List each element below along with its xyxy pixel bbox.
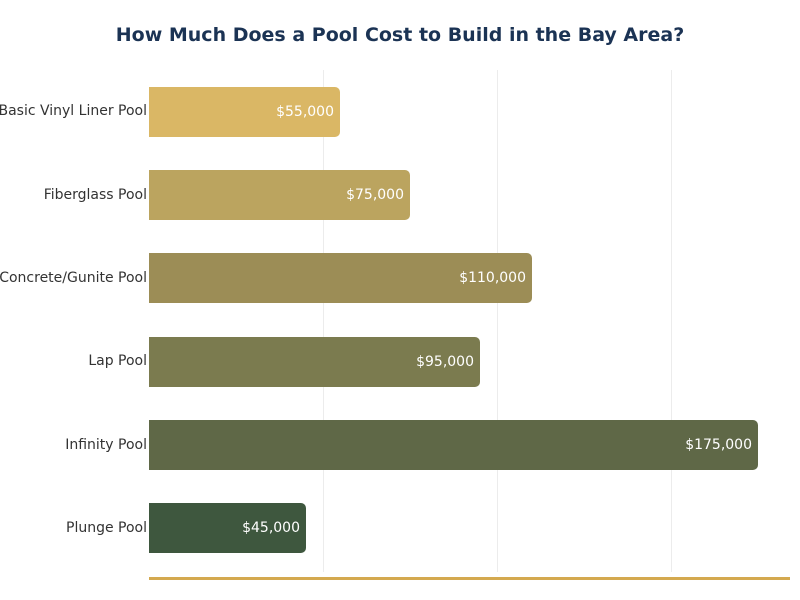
plot-area bbox=[149, 70, 790, 575]
bar-value-label: $95,000 bbox=[416, 354, 474, 370]
chart-title: How Much Does a Pool Cost to Build in th… bbox=[115, 24, 685, 46]
bar-value-label: $45,000 bbox=[242, 520, 300, 536]
category-label: Basic Vinyl Liner Pool bbox=[0, 103, 147, 119]
gridline-150k bbox=[671, 70, 672, 572]
bar-value-label: $110,000 bbox=[459, 270, 526, 286]
bar-basic-vinyl-liner-pool: $55,000 bbox=[149, 87, 340, 137]
category-label: Lap Pool bbox=[88, 353, 147, 369]
bar-lap-pool: $95,000 bbox=[149, 337, 480, 387]
bar-plunge-pool: $45,000 bbox=[149, 503, 306, 553]
bar-concrete-gunite-pool: $110,000 bbox=[149, 253, 532, 303]
gridline-100k bbox=[497, 70, 498, 572]
category-label: Infinity Pool bbox=[65, 437, 147, 453]
bar-infinity-pool: $175,000 bbox=[149, 420, 758, 470]
bar-value-label: $75,000 bbox=[346, 187, 404, 203]
category-label: Concrete/Gunite Pool bbox=[0, 270, 147, 286]
category-label: Plunge Pool bbox=[66, 520, 147, 536]
gridline-50k bbox=[323, 70, 324, 572]
x-axis-line bbox=[149, 577, 790, 580]
bar-value-label: $55,000 bbox=[276, 104, 334, 120]
bar-value-label: $175,000 bbox=[685, 437, 752, 453]
bar-fiberglass-pool: $75,000 bbox=[149, 170, 410, 220]
category-label: Fiberglass Pool bbox=[43, 187, 147, 203]
